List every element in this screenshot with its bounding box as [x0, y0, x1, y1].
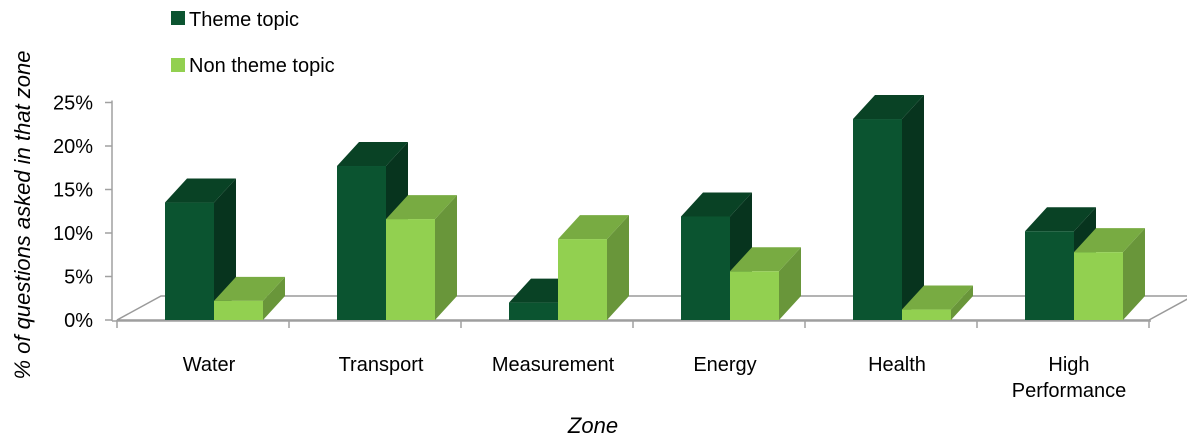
y-axis: 0% 5% 10% 15% 20% 25% — [53, 93, 113, 332]
bar-front — [214, 300, 263, 320]
y-tick-label: 20% — [53, 136, 93, 158]
bar-side — [902, 95, 924, 320]
bar-side — [607, 215, 629, 320]
bar-top — [1025, 207, 1096, 232]
y-tick-label: 0% — [64, 310, 93, 332]
x-axis-title: Zone — [567, 413, 618, 438]
bar-front — [509, 302, 558, 320]
x-tick-label-high-performance: High Performance — [1012, 354, 1127, 402]
bar-front — [1025, 231, 1074, 320]
legend-swatch-theme-topic — [171, 11, 185, 25]
bar-front — [681, 216, 730, 320]
bar-top — [386, 195, 457, 220]
bar-side — [779, 247, 801, 320]
bar-top — [902, 285, 973, 310]
x-axis — [112, 320, 1151, 328]
bar-front — [902, 309, 951, 320]
legend: Theme topic Non theme topic — [171, 9, 335, 77]
bar-front — [386, 219, 435, 320]
bar-top — [165, 178, 236, 203]
x-tick-label-water: Water — [183, 354, 236, 376]
y-tick-label: 10% — [53, 223, 93, 245]
bar-top — [853, 95, 924, 120]
bar-top — [681, 192, 752, 217]
bar-front — [337, 166, 386, 320]
category-labels: Water Transport Measurement Energy Health Hig… — [183, 354, 1127, 402]
x-tick-label-health: Health — [868, 354, 926, 376]
x-tick-label-measurement: Measurement — [492, 354, 615, 376]
bar-non-theme-topic-high-performance — [1074, 228, 1145, 320]
x-tick-label-transport: Transport — [339, 354, 424, 376]
bars-group — [165, 95, 1145, 320]
bar-theme-topic-health — [853, 95, 924, 320]
bar-side — [435, 195, 457, 320]
bar-front — [1074, 252, 1123, 320]
bar-non-theme-topic-energy — [730, 247, 801, 320]
bar-front — [165, 202, 214, 320]
bar-theme-topic-water — [165, 178, 236, 320]
y-tick-label: 25% — [53, 93, 93, 115]
x-tick-label-energy: Energy — [693, 354, 756, 376]
bar-top — [1074, 228, 1145, 253]
bar-non-theme-topic-health — [902, 285, 973, 320]
bar-side — [951, 285, 973, 320]
bar-top — [337, 142, 408, 167]
bar-non-theme-topic-water — [214, 276, 285, 320]
y-tick-label: 15% — [53, 180, 93, 202]
bar-side — [1123, 228, 1145, 320]
y-tick-label: 5% — [64, 267, 93, 289]
legend-label-theme-topic: Theme topic — [189, 9, 299, 31]
bar-top — [730, 247, 801, 272]
bar-top — [214, 276, 285, 301]
legend-label-non-theme-topic: Non theme topic — [189, 55, 335, 77]
bar-side — [263, 276, 285, 320]
bar-top — [558, 215, 629, 240]
y-axis-title: % of questions asked in that zone — [10, 51, 35, 380]
bar-front — [853, 119, 902, 320]
legend-swatch-non-theme-topic — [171, 58, 185, 72]
bar-front — [558, 239, 607, 320]
bar-non-theme-topic-measurement — [558, 215, 629, 320]
bar-front — [730, 271, 779, 320]
bar-non-theme-topic-transport — [386, 195, 457, 320]
